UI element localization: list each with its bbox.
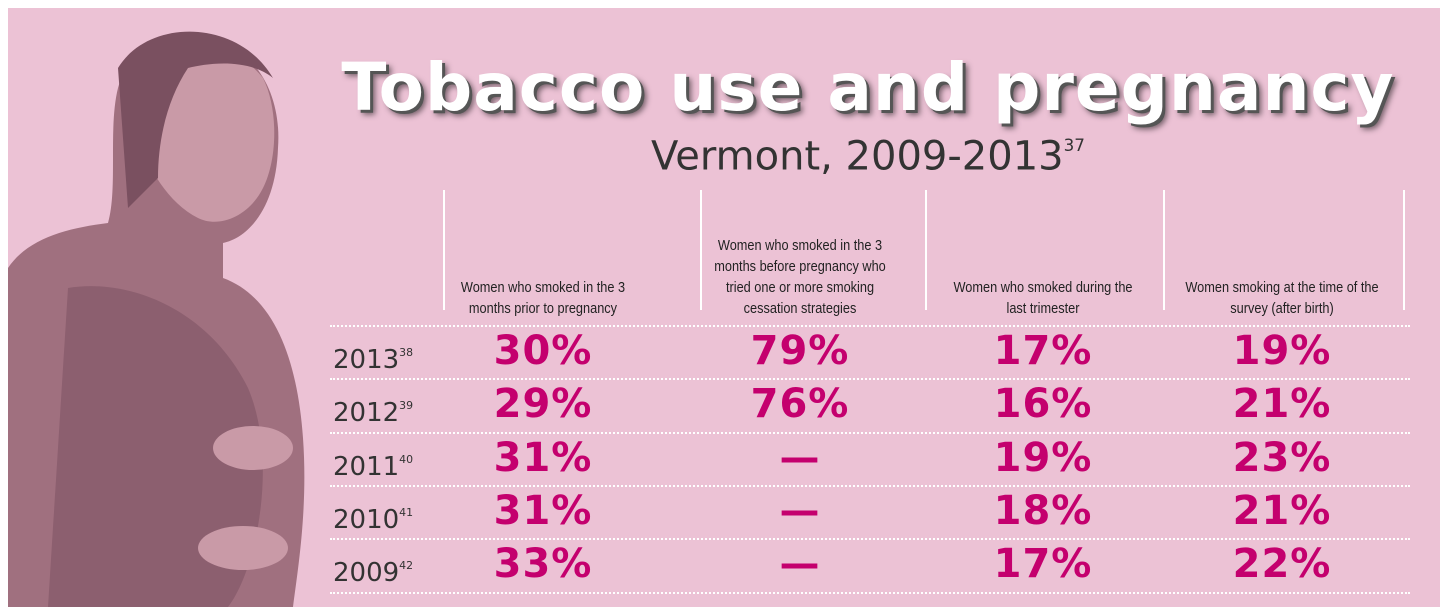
footnote: 40 [399, 453, 413, 466]
row-divider [330, 592, 1410, 594]
cell-value: 33% [443, 542, 643, 586]
cell-value: 16% [943, 382, 1143, 426]
page: {"header": {"title": "Tobacco use and pr… [0, 0, 1448, 615]
year-label: 2013 [333, 345, 399, 375]
row-divider [330, 485, 1410, 487]
cell-value: — [700, 489, 900, 533]
column-header: Women who smoked during the last trimest… [945, 277, 1141, 319]
cell-value: 30% [443, 329, 643, 373]
footnote: 41 [399, 506, 413, 519]
hand [213, 426, 293, 470]
column-header: Women who smoked in the 3 months before … [702, 235, 898, 319]
subtitle: Vermont, 2009-201337 [308, 120, 1428, 181]
column-separator [1163, 190, 1165, 310]
footnote: 37 [1064, 135, 1085, 155]
row-divider [330, 538, 1410, 540]
year-label: 2011 [333, 452, 399, 482]
year-label: 2009 [333, 558, 399, 588]
cell-value: 31% [443, 489, 643, 533]
hand [198, 526, 288, 570]
row-divider [330, 432, 1410, 434]
photo [8, 8, 308, 607]
row-year: 201338 [333, 333, 413, 380]
row-divider [330, 325, 1410, 327]
cell-value: — [700, 436, 900, 480]
row-divider [330, 378, 1410, 380]
year-label: 2010 [333, 505, 399, 535]
cell-value: 23% [1182, 436, 1382, 480]
cell-value: 31% [443, 436, 643, 480]
footnote: 38 [399, 346, 413, 359]
cell-value: 21% [1182, 489, 1382, 533]
year-label: 2012 [333, 398, 399, 428]
cell-value: 19% [1182, 329, 1382, 373]
cell-value: 18% [943, 489, 1143, 533]
cell-value: 22% [1182, 542, 1382, 586]
row-year: 200942 [333, 546, 413, 593]
footnote: 39 [399, 399, 413, 412]
cell-value: 79% [700, 329, 900, 373]
infographic: Tobacco use and pregnancy Vermont, 2009-… [8, 8, 1440, 607]
row-year: 201041 [333, 493, 413, 540]
cell-value: — [700, 542, 900, 586]
column-separator [925, 190, 927, 310]
row-year: 201140 [333, 440, 413, 487]
column-separator [1403, 190, 1405, 310]
cell-value: 29% [443, 382, 643, 426]
cell-value: 76% [700, 382, 900, 426]
subtitle-text: Vermont, 2009-2013 [651, 133, 1064, 179]
cell-value: 17% [943, 542, 1143, 586]
cell-value: 17% [943, 329, 1143, 373]
column-header: Women who smoked in the 3 months prior t… [445, 277, 641, 319]
column-header: Women smoking at the time of the survey … [1184, 277, 1380, 319]
cell-value: 19% [943, 436, 1143, 480]
row-year: 201239 [333, 386, 413, 433]
cell-value: 21% [1182, 382, 1382, 426]
title: Tobacco use and pregnancy [308, 48, 1428, 128]
footnote: 42 [399, 559, 413, 572]
